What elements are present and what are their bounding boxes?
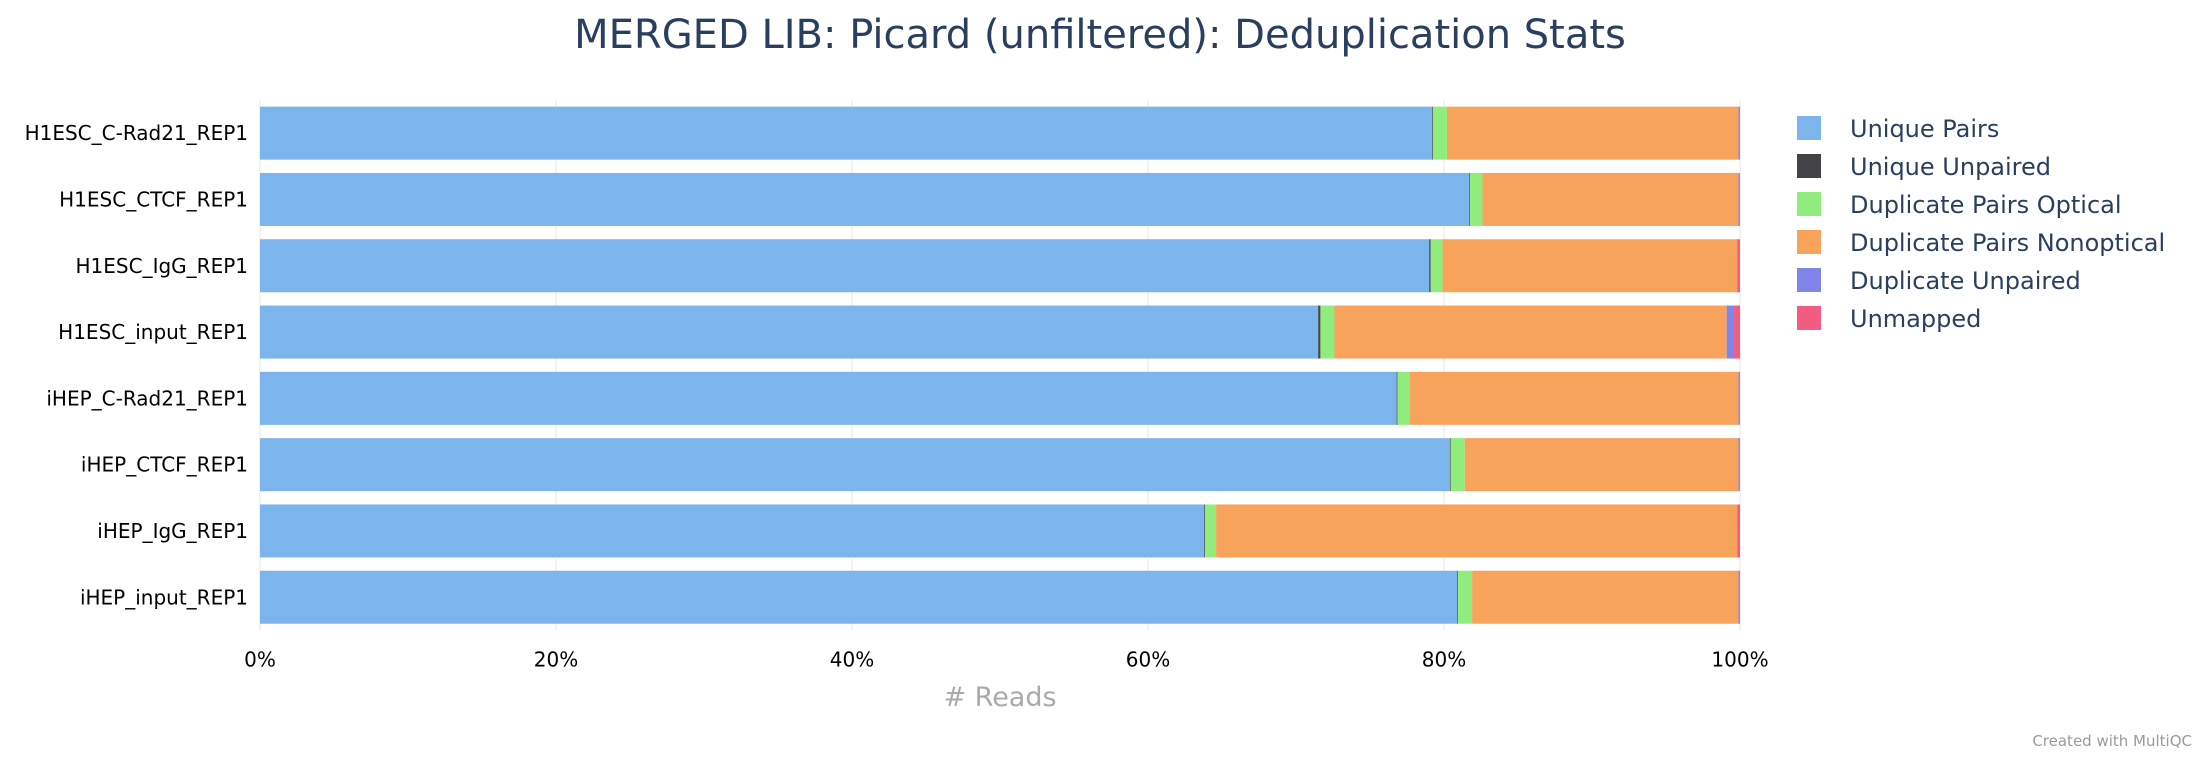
x-tick-label: 60% bbox=[1126, 647, 1170, 671]
bar-segment bbox=[1449, 438, 1451, 492]
legend-entry: Unique Pairs bbox=[1850, 115, 1999, 143]
bar-segment bbox=[1430, 239, 1443, 293]
bar-segment bbox=[1204, 504, 1206, 558]
bar-segment bbox=[1739, 570, 1741, 624]
y-tick-label: iHEP_CTCF_REP1 bbox=[81, 453, 248, 477]
bar-segment bbox=[1432, 106, 1447, 160]
bar-segment bbox=[260, 504, 1205, 558]
bar-segment bbox=[1432, 106, 1433, 160]
bar-segment bbox=[260, 172, 1470, 226]
x-tick-label: 80% bbox=[1422, 647, 1466, 671]
x-axis-tick-labels: 0% 20% 40% 60% 80% 100% bbox=[244, 647, 1768, 671]
legend-swatch bbox=[1797, 192, 1821, 216]
bar-segment bbox=[1204, 504, 1217, 558]
bar-segment bbox=[260, 570, 1458, 624]
created-with-credit: Created with MultiQC bbox=[2032, 732, 2192, 750]
bar-segment bbox=[1334, 305, 1727, 359]
y-tick-label: H1ESC_input_REP1 bbox=[58, 320, 248, 344]
bar-segment bbox=[1737, 239, 1740, 293]
chart-title: MERGED LIB: Picard (unfiltered): Dedupli… bbox=[574, 12, 1626, 58]
bar-segment bbox=[1409, 371, 1739, 425]
x-tick-label: 100% bbox=[1711, 647, 1768, 671]
bar-segment bbox=[1738, 570, 1740, 624]
bar-segment bbox=[1464, 438, 1739, 492]
y-tick-label: iHEP_input_REP1 bbox=[80, 585, 248, 609]
bar-segment bbox=[1450, 438, 1465, 492]
x-axis-title: # Reads bbox=[943, 682, 1056, 713]
legend-swatch bbox=[1797, 154, 1821, 178]
bar-segment bbox=[1320, 305, 1335, 359]
legend-swatch bbox=[1797, 116, 1821, 140]
bar-segment bbox=[1469, 172, 1483, 226]
bar-segment bbox=[1446, 106, 1739, 160]
bar-segment bbox=[260, 438, 1450, 492]
bar-segment bbox=[1739, 438, 1741, 492]
y-tick-label: H1ESC_IgG_REP1 bbox=[76, 254, 248, 278]
bar-segment bbox=[260, 371, 1397, 425]
x-tick-label: 0% bbox=[244, 647, 276, 671]
bar-segment bbox=[1216, 504, 1738, 558]
legend-entry: Unique Unpaired bbox=[1850, 153, 2051, 181]
y-tick-label: H1ESC_C-Rad21_REP1 bbox=[25, 121, 248, 145]
x-tick-label: 20% bbox=[534, 647, 578, 671]
bar-segment bbox=[1726, 305, 1735, 359]
bar-segment bbox=[1734, 305, 1740, 359]
y-tick-label: iHEP_C-Rad21_REP1 bbox=[46, 386, 248, 410]
legend-swatch bbox=[1797, 306, 1821, 330]
y-tick-label: H1ESC_CTCF_REP1 bbox=[59, 187, 248, 211]
bar-segment bbox=[1482, 172, 1739, 226]
bar-segment bbox=[260, 305, 1319, 359]
bar-segment bbox=[1739, 106, 1741, 160]
bar-segment bbox=[1458, 570, 1473, 624]
stacked-bars bbox=[260, 106, 1741, 624]
y-tick-label: iHEP_IgG_REP1 bbox=[97, 519, 248, 543]
bar-segment bbox=[1442, 239, 1738, 293]
bar-segment bbox=[1738, 438, 1740, 492]
legend-entry: Duplicate Pairs Optical bbox=[1850, 191, 2122, 219]
bar-segment bbox=[1396, 371, 1398, 425]
bar-segment bbox=[1429, 239, 1431, 293]
y-axis-tick-labels: H1ESC_C-Rad21_REP1 H1ESC_CTCF_REP1 H1ESC_I… bbox=[25, 121, 248, 609]
legend: Unique Pairs Unique Unpaired Duplicate Pai… bbox=[1797, 115, 2165, 333]
bar-segment bbox=[1738, 106, 1740, 160]
legend-entry: Duplicate Pairs Nonoptical bbox=[1850, 229, 2165, 257]
bar-segment bbox=[1738, 371, 1740, 425]
bar-segment bbox=[1737, 504, 1740, 558]
bar-segment bbox=[1739, 172, 1741, 226]
legend-entry: Duplicate Unpaired bbox=[1850, 267, 2081, 295]
bar-segment bbox=[1318, 305, 1321, 359]
bar-segment bbox=[1457, 570, 1459, 624]
bar-segment bbox=[260, 239, 1430, 293]
bar-segment bbox=[1397, 371, 1410, 425]
bar-segment bbox=[1738, 172, 1740, 226]
bar-segment bbox=[260, 106, 1433, 160]
bar-segment bbox=[1739, 371, 1741, 425]
bar-segment bbox=[1737, 504, 1738, 558]
legend-swatch bbox=[1797, 230, 1821, 254]
legend-swatch bbox=[1797, 268, 1821, 292]
bar-segment bbox=[1472, 570, 1739, 624]
bar-segment bbox=[1737, 239, 1738, 293]
bar-segment bbox=[1469, 172, 1470, 226]
legend-entry: Unmapped bbox=[1850, 305, 1981, 333]
x-tick-label: 40% bbox=[830, 647, 874, 671]
